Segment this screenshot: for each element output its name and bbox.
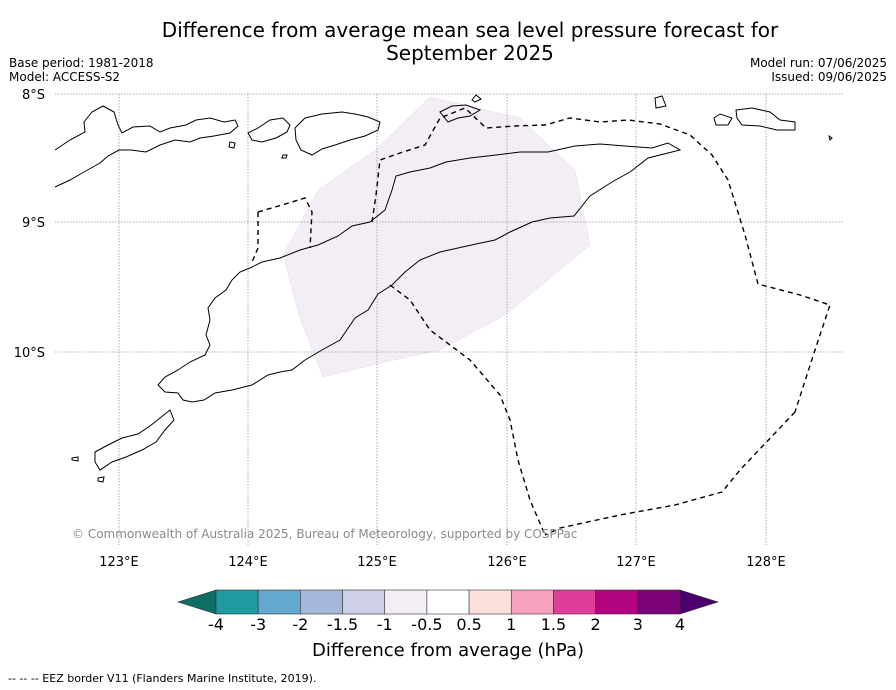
colorbar-cell <box>384 589 428 615</box>
title-line-2: September 2025 <box>386 41 554 65</box>
lat-label-9S: 9°S <box>22 216 45 231</box>
colorbar-tick-label: -3 <box>250 615 266 634</box>
model-name: Model: ACCESS-S2 <box>9 70 121 84</box>
lat-label-10S: 10°S <box>14 346 45 361</box>
coast-wetar <box>439 104 482 123</box>
eez-legend-note: -- -- -- EEZ border V11 (Flanders Marine… <box>8 672 317 685</box>
eez-border-west <box>251 212 259 263</box>
lon-label-125E: 125°E <box>357 555 397 570</box>
meta-left: Base period: 1981-2018 Model: ACCESS-S2 <box>9 56 154 84</box>
coast-small-north <box>471 94 482 103</box>
colorbar-extend-high <box>679 589 719 615</box>
anomaly-region <box>282 96 591 378</box>
colorbar-cell <box>637 589 681 615</box>
coast-rote <box>94 409 175 471</box>
colorbar-tick-label: -0.5 <box>411 615 442 634</box>
eez-border-south <box>389 284 546 536</box>
colorbar-cell <box>342 589 386 615</box>
coast-timor-north <box>157 142 682 403</box>
map-canvas: 8°S 9°S 10°S 123°E 124°E 125°E 126°E 127… <box>14 88 843 570</box>
colorbar-tick-label: -1 <box>377 615 393 634</box>
copyright-notice: © Commonwealth of Australia 2025, Bureau… <box>72 527 577 541</box>
issued-date: Issued: 09/06/2025 <box>771 70 887 84</box>
lon-labels: 123°E 124°E 125°E 126°E 127°E 128°E <box>99 555 786 570</box>
colorbar-tick-label: 0.5 <box>456 615 481 634</box>
lon-label-123E: 123°E <box>99 555 139 570</box>
model-run: Model run: 07/06/2025 <box>749 56 887 70</box>
title-line-1: Difference from average mean sea level p… <box>161 18 779 42</box>
coast-island-3 <box>228 141 236 149</box>
colorbar: -4 -3 -2 -1.5 -1 -0.5 0.5 1 1.5 2 3 4 <box>177 589 719 634</box>
coast-small-east <box>828 134 833 141</box>
colorbar-cell <box>257 589 301 615</box>
colorbar-extend-low <box>177 589 217 615</box>
colorbar-cell <box>426 589 470 615</box>
colorbar-cell <box>215 589 259 615</box>
lat-label-8S: 8°S <box>22 88 45 103</box>
base-period: Base period: 1981-2018 <box>9 56 154 70</box>
colorbar-cell <box>300 589 343 615</box>
colorbar-tick-label: -4 <box>208 615 224 634</box>
lon-label-124E: 124°E <box>228 555 268 570</box>
lat-labels: 8°S 9°S 10°S <box>14 88 45 361</box>
lon-label-126E: 126°E <box>487 555 527 570</box>
eez-borders <box>251 107 831 536</box>
meta-right: Model run: 07/06/2025 Issued: 09/06/2025 <box>750 56 887 84</box>
eez-border-timor-north <box>257 197 313 249</box>
eez-border-north <box>371 107 831 413</box>
map-title: Difference from average mean sea level p… <box>130 19 810 65</box>
colorbar-cell <box>468 589 512 615</box>
eez-border-east <box>544 411 796 536</box>
colorbar-cells <box>177 589 719 615</box>
coast-island-7 <box>735 107 796 131</box>
coast-flores-chain <box>54 105 239 188</box>
colorbar-tick-label: -1.5 <box>327 615 358 634</box>
colorbar-tick-label: 1 <box>506 615 516 634</box>
colorbar-tick-label: -2 <box>292 615 308 634</box>
coast-island-2 <box>294 111 381 156</box>
coast-island-4 <box>281 154 288 159</box>
lon-label-127E: 127°E <box>616 555 656 570</box>
coastlines <box>54 94 833 483</box>
colorbar-ticks: -4 -3 -2 -1.5 -1 -0.5 0.5 1 1.5 2 3 4 <box>208 615 685 634</box>
colorbar-tick-label: 3 <box>633 615 643 634</box>
coast-small-sw <box>71 456 79 462</box>
coast-island-1 <box>247 117 291 143</box>
colorbar-tick-label: 4 <box>675 615 685 634</box>
lon-label-128E: 128°E <box>746 555 786 570</box>
coast-small-sw2 <box>97 476 105 483</box>
colorbar-tick-label: 1.5 <box>541 615 566 634</box>
colorbar-cell <box>595 589 639 615</box>
colorbar-tick-label: 2 <box>591 615 601 634</box>
colorbar-cell <box>510 589 554 615</box>
coast-island-6 <box>713 113 733 126</box>
colorbar-cell <box>553 589 596 615</box>
gridlines <box>55 93 843 545</box>
coast-island-5 <box>654 95 667 109</box>
colorbar-label: Difference from average (hPa) <box>311 640 585 661</box>
